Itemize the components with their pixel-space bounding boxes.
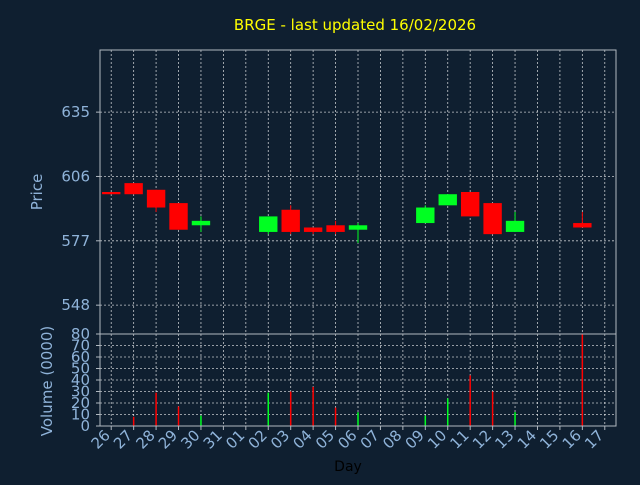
volume-bar (581, 334, 584, 426)
candle-body (102, 192, 121, 195)
volume-axis-label: Volume (0000) (38, 326, 56, 436)
candle-body (573, 223, 592, 228)
volume-bar (491, 391, 494, 426)
candle-body (505, 220, 525, 232)
candle-body (483, 203, 502, 235)
volume-tick-label: 80 (71, 325, 90, 343)
price-tick-label: 548 (61, 296, 90, 314)
candle-body (303, 227, 323, 232)
volume-tick-label: 20 (71, 394, 90, 412)
price-tick-label: 606 (61, 167, 90, 185)
candle-body (124, 183, 143, 195)
candle-body (281, 209, 300, 232)
volume-bar (312, 386, 314, 426)
candle-body (348, 225, 368, 230)
grid-layer (100, 50, 616, 427)
candle-body (460, 192, 480, 217)
volume-bar (132, 416, 135, 426)
volume-bar (200, 415, 202, 426)
volume-bar (267, 392, 270, 426)
volume-bar (177, 406, 180, 426)
volume-tick-label: 10 (71, 406, 90, 424)
candle-body (169, 203, 188, 230)
volume-tick-label: 60 (71, 348, 90, 366)
price-tick-label: 635 (61, 103, 90, 121)
volume-bar (334, 407, 337, 426)
volume-bar (469, 375, 471, 426)
volume-bar (514, 412, 516, 426)
volume-tick-label: 30 (71, 383, 90, 401)
volume-bar (289, 391, 292, 426)
day-tick-label: 17 (581, 426, 607, 452)
candle-body (191, 220, 211, 226)
volume-bar (424, 415, 427, 426)
axes-layer: 5485776066350102030405060708026272829303… (61, 49, 617, 453)
volume-tick-label: 50 (71, 360, 90, 378)
volume-tick-label: 70 (71, 337, 90, 355)
day-axis-label: Day (334, 459, 362, 475)
chart-title: BRGE - last updated 16/02/2026 (234, 16, 476, 34)
candle-body (259, 216, 278, 232)
volume-tick-label: 0 (80, 417, 90, 435)
candle-body (416, 207, 435, 224)
volume-bar (155, 392, 157, 426)
price-axis-label: Price (28, 174, 46, 211)
marks-layer (102, 183, 592, 426)
candle-body (326, 225, 345, 232)
price-tick-label: 577 (61, 232, 90, 250)
volume-tick-label: 40 (71, 371, 90, 389)
candle-body (146, 189, 166, 208)
volume-bar (446, 398, 449, 426)
volume-bar (357, 412, 359, 426)
candle-body (438, 194, 457, 206)
